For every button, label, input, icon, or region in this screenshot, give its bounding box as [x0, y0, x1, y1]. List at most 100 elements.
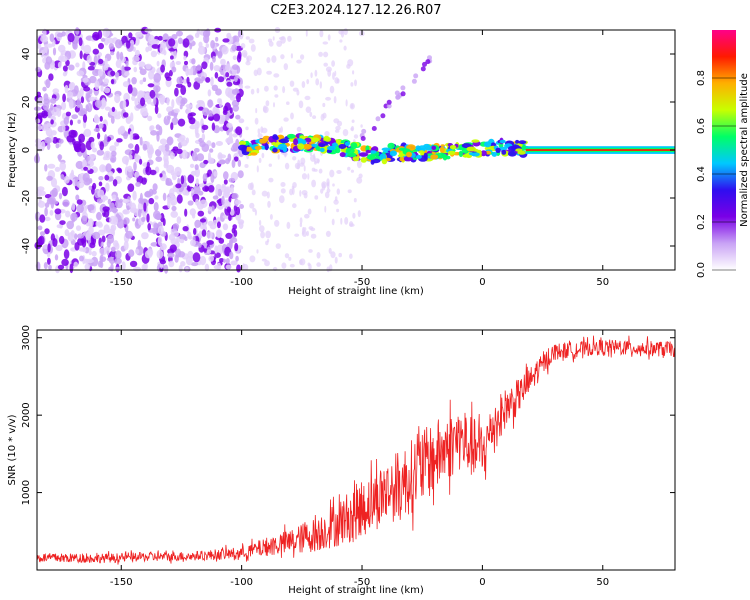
carrier-core	[525, 149, 675, 151]
noise-blob	[180, 175, 185, 185]
noise-blob	[48, 264, 52, 270]
noise-blob	[234, 199, 242, 205]
noise-blob	[180, 139, 188, 147]
noise-blob	[184, 191, 190, 196]
noise-blob	[50, 103, 54, 111]
noise-blob	[125, 40, 131, 49]
noise-blob	[170, 200, 175, 206]
noise-blob	[88, 96, 97, 102]
noise-blob	[62, 71, 67, 77]
faint-blob	[287, 35, 292, 42]
faint-blob	[258, 219, 262, 226]
colorbar-ticks: 0.0 0.2 0.4 0.6 0.8	[696, 70, 736, 278]
faint-blob	[349, 223, 355, 227]
diagonal-blob	[361, 128, 367, 134]
noise-blob	[49, 209, 54, 216]
faint-blob	[304, 213, 310, 219]
band-blob	[360, 157, 367, 163]
snr-y-tick-label: 1000	[21, 480, 32, 505]
noise-blob	[199, 218, 207, 223]
noise-blob	[35, 153, 40, 163]
noise-blob	[165, 76, 172, 82]
band-blob	[254, 145, 262, 150]
faint-blob	[259, 225, 265, 233]
faint-blob	[273, 73, 280, 78]
noise-blob	[116, 138, 123, 143]
noise-blob	[69, 119, 73, 126]
noise-blob	[180, 85, 187, 96]
faint-blob	[262, 105, 267, 113]
noise-blob	[215, 187, 219, 198]
noise-blob	[141, 264, 147, 271]
noise-blob	[159, 44, 166, 55]
faint-blob	[265, 100, 270, 107]
faint-blob	[291, 185, 295, 190]
noise-blob	[175, 183, 182, 189]
noise-blob	[68, 99, 74, 109]
noise-blob	[105, 163, 112, 173]
noise-blob	[235, 126, 243, 136]
faint-blob	[329, 85, 335, 94]
noise-blob	[204, 263, 210, 272]
noise-blob	[122, 81, 130, 88]
faint-blob	[322, 102, 326, 108]
noise-blob	[236, 264, 241, 273]
faint-blob	[268, 177, 274, 183]
noise-blob	[166, 136, 174, 146]
noise-blob	[145, 46, 150, 53]
faint-blob	[319, 81, 322, 89]
noise-blob	[99, 254, 104, 264]
faint-blob	[309, 111, 313, 117]
noise-blob	[215, 141, 223, 146]
faint-blob	[350, 169, 354, 173]
noise-blob	[70, 212, 78, 222]
noise-blob	[233, 75, 238, 83]
noise-blob	[45, 78, 51, 89]
noise-blob	[54, 254, 59, 261]
spectrogram-x-tick-label: -150	[110, 277, 133, 288]
faint-blob	[245, 60, 251, 66]
noise-blob	[89, 61, 96, 66]
noise-blob	[118, 198, 123, 203]
noise-blob	[133, 66, 138, 73]
noise-blob	[109, 154, 117, 163]
noise-blob	[127, 84, 133, 94]
faint-blob	[335, 125, 341, 131]
noise-blob	[221, 195, 225, 205]
noise-blob	[170, 210, 178, 218]
noise-blob	[114, 114, 121, 120]
noise-blob	[114, 93, 121, 104]
band-blob	[462, 154, 469, 158]
faint-blob	[299, 190, 302, 197]
noise-blob	[81, 215, 88, 225]
noise-blob	[77, 237, 85, 246]
noise-blob	[162, 192, 167, 201]
noise-blob	[111, 194, 117, 200]
faint-blob	[289, 263, 295, 268]
noise-blob	[217, 160, 226, 165]
noise-blob	[101, 97, 106, 107]
faint-blob	[335, 129, 340, 133]
noise-blob	[177, 177, 181, 185]
noise-blob	[142, 111, 149, 116]
noise-blob	[56, 108, 62, 118]
noise-blob	[229, 251, 234, 260]
noise-blob	[194, 219, 202, 228]
noise-blob	[163, 158, 169, 167]
noise-blob	[182, 226, 189, 232]
noise-blob	[95, 221, 99, 227]
noise-blob	[64, 84, 69, 94]
noise-blob	[196, 153, 205, 162]
band-blob	[381, 158, 388, 165]
faint-blob	[327, 69, 332, 77]
noise-blob	[47, 110, 51, 117]
faint-blob	[251, 189, 256, 196]
noise-blob	[231, 159, 236, 169]
noise-blob	[191, 58, 196, 65]
noise-blob	[68, 64, 75, 71]
noise-blob	[68, 82, 74, 90]
noise-blob	[143, 202, 147, 212]
faint-blob	[267, 238, 270, 243]
faint-blob	[336, 170, 342, 174]
noise-blob	[170, 169, 175, 176]
